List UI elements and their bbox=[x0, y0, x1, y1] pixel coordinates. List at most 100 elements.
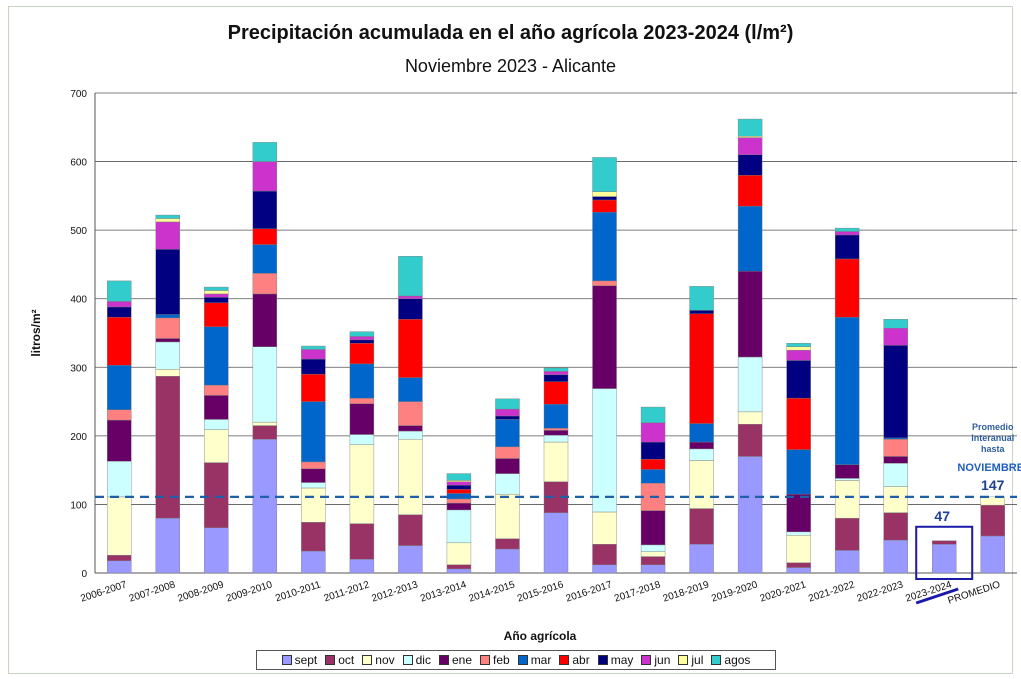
chart-title: Precipitación acumulada en el año agríco… bbox=[227, 22, 794, 44]
legend-item-sept: sept bbox=[281, 653, 318, 667]
bar-segment-jul bbox=[786, 346, 811, 351]
bar-segment-ene bbox=[349, 403, 375, 435]
bar-segment-feb bbox=[107, 409, 132, 421]
bar-segment-jun bbox=[737, 137, 763, 155]
bar-segment-sept bbox=[932, 544, 957, 574]
legend-item-abr: abr bbox=[559, 653, 590, 667]
bar-segment-abr bbox=[446, 489, 472, 494]
bar-segment-agos bbox=[252, 142, 278, 162]
bar-segment-jun bbox=[543, 371, 569, 376]
bar-segment-agos bbox=[398, 256, 423, 297]
bar-segment-mar bbox=[834, 317, 860, 465]
bar-segment-abr bbox=[592, 199, 617, 213]
legend-swatch bbox=[402, 655, 413, 665]
bar-segment-dic bbox=[349, 434, 375, 445]
stacked-bar-chart: 0 100 200 300 400 500 600 700 litros/m² Año agríc… bbox=[29, 89, 1021, 643]
bar-segment-may bbox=[786, 360, 811, 399]
bar-segment-ene bbox=[204, 395, 229, 420]
bar-segment-agos bbox=[543, 367, 569, 372]
bar-segment-nov bbox=[349, 444, 375, 524]
bar-segment-oct bbox=[398, 514, 423, 546]
bar-segment-ene bbox=[107, 419, 132, 462]
legend-item-oct: oct bbox=[325, 653, 354, 667]
x-tick-label: PROMEDIO bbox=[946, 579, 1001, 606]
bar-segment-oct bbox=[834, 517, 860, 551]
bar-segment-ene bbox=[252, 293, 278, 347]
x-tick-label: 2014-2015 bbox=[468, 579, 517, 604]
current-total-label: 47 bbox=[934, 508, 950, 524]
bar-segment-may bbox=[107, 306, 132, 318]
bar-segment-dic bbox=[301, 482, 326, 489]
legend-label: dic bbox=[415, 653, 431, 667]
bar-segment-nov bbox=[689, 460, 714, 509]
bar-segment-mar bbox=[398, 377, 423, 402]
bar-segment-jun bbox=[155, 221, 180, 250]
legend-label: ene bbox=[451, 653, 472, 667]
bar-segment-may bbox=[543, 374, 569, 382]
bar-segment-oct bbox=[301, 522, 326, 552]
bar-segment-mar bbox=[689, 423, 714, 443]
bar-segment-may bbox=[737, 154, 763, 176]
bar-segment-jun bbox=[349, 336, 375, 341]
bar-segment-nov bbox=[980, 496, 1005, 506]
bar-segment-nov bbox=[155, 369, 180, 377]
bar-segment-agos bbox=[834, 227, 860, 232]
legend-label: feb bbox=[493, 653, 510, 667]
bar-segment-agos bbox=[786, 343, 811, 347]
bar-segment-oct bbox=[592, 544, 617, 565]
bar-segment-dic bbox=[495, 473, 520, 495]
bar-segment-jun bbox=[398, 295, 423, 299]
promedio-note-line: Promedio bbox=[972, 422, 1014, 432]
bar-segment-mar bbox=[252, 244, 278, 274]
legend-item-mar: mar bbox=[517, 653, 552, 667]
bar-segment-dic bbox=[252, 346, 278, 423]
x-tick-label: 2018-2019 bbox=[662, 579, 711, 604]
bar-segment-ene bbox=[640, 510, 666, 546]
bar-segment-feb bbox=[883, 439, 908, 457]
bar-segment-nov bbox=[786, 535, 811, 563]
bar-segment-mar bbox=[204, 326, 229, 386]
bar-segment-abr bbox=[204, 302, 229, 328]
bar-segment-dic bbox=[689, 448, 714, 461]
bar-segment-ene bbox=[543, 430, 569, 436]
bar-segment-nov bbox=[107, 496, 132, 556]
legend-label: sept bbox=[294, 653, 318, 667]
bar-segment-nov bbox=[640, 551, 666, 557]
legend-label: mar bbox=[530, 653, 552, 667]
bar-segment-jul bbox=[737, 135, 763, 138]
bar-segment-jun bbox=[446, 481, 472, 486]
legend-label: abr bbox=[572, 653, 590, 667]
bar-segment-mar bbox=[155, 314, 180, 319]
bar-segment-jul bbox=[446, 480, 472, 482]
bar-segment-feb bbox=[398, 401, 423, 426]
bar-segment-agos bbox=[349, 331, 375, 337]
bar-segment-jun bbox=[252, 161, 278, 192]
bar-segment-agos bbox=[640, 406, 666, 424]
bar-segment-nov bbox=[398, 439, 423, 515]
legend-item-agos: agos bbox=[711, 653, 750, 667]
bar-segment-oct bbox=[980, 504, 1005, 537]
legend-item-ene: ene bbox=[438, 653, 472, 667]
bar-segment-agos bbox=[689, 286, 714, 311]
y-tick-label: 0 bbox=[81, 569, 87, 580]
x-tick-label: 2013-2014 bbox=[419, 579, 468, 604]
bar-segment-oct bbox=[204, 462, 229, 528]
bar-segment-agos bbox=[204, 286, 229, 291]
bar-segment-abr bbox=[543, 381, 569, 405]
y-tick-label: 600 bbox=[70, 158, 87, 169]
bar-segment-oct bbox=[155, 376, 180, 519]
bar-segment-abr bbox=[349, 343, 375, 365]
bar-segment-agos bbox=[883, 319, 908, 329]
bar-segment-sept bbox=[640, 564, 666, 574]
bar-segment-may bbox=[252, 190, 278, 229]
current-year-highlight-box bbox=[915, 525, 974, 580]
bar-segment-sept bbox=[204, 527, 229, 574]
legend-label: jun bbox=[654, 653, 671, 667]
bar-segment-mar bbox=[883, 437, 908, 440]
bar-segment-feb bbox=[204, 384, 229, 396]
bar-segment-feb bbox=[543, 428, 569, 431]
x-tick-label: 2020-2021 bbox=[759, 579, 808, 604]
bar-segment-sept bbox=[398, 545, 423, 574]
bar-segment-dic bbox=[640, 544, 666, 552]
